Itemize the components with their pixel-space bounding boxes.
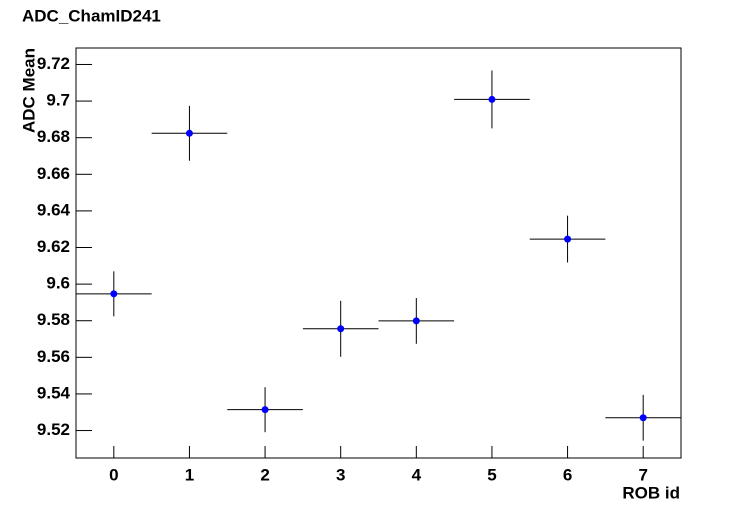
plot-frame: [75, 47, 682, 459]
y-tick-label: 9.72: [37, 54, 70, 73]
point: [639, 414, 647, 422]
y-axis-label: ADC Mean: [19, 48, 38, 133]
x-tick-label: 2: [260, 465, 269, 484]
x-tick-label: 3: [336, 465, 345, 484]
x-tick-label: 4: [412, 465, 422, 484]
y-tick-label: 9.62: [37, 237, 70, 256]
y-tick-label: 9.6: [46, 274, 70, 293]
x-tick-label: 5: [487, 465, 496, 484]
y-tick-label: 9.7: [46, 91, 70, 110]
chart-title: ADC_ChamID241: [22, 6, 161, 25]
x-tick-label: 0: [109, 465, 118, 484]
point: [110, 290, 118, 298]
point: [185, 129, 193, 137]
x-tick-label: 6: [563, 465, 572, 484]
y-tick-label: 9.56: [37, 347, 70, 366]
x-tick-label: 7: [638, 465, 647, 484]
y-tick-label: 9.58: [37, 310, 70, 329]
point: [337, 325, 345, 333]
x-axis-label: ROB id: [622, 483, 680, 502]
y-tick-label: 9.64: [37, 200, 71, 219]
y-tick-label: 9.68: [37, 127, 70, 146]
point: [488, 95, 496, 103]
y-tick-label: 9.54: [37, 383, 71, 402]
y-tick-label: 9.66: [37, 164, 70, 183]
point: [412, 317, 420, 325]
point: [564, 235, 572, 243]
y-tick-label: 9.52: [37, 420, 70, 439]
x-tick-label: 1: [185, 465, 194, 484]
point: [261, 406, 269, 414]
